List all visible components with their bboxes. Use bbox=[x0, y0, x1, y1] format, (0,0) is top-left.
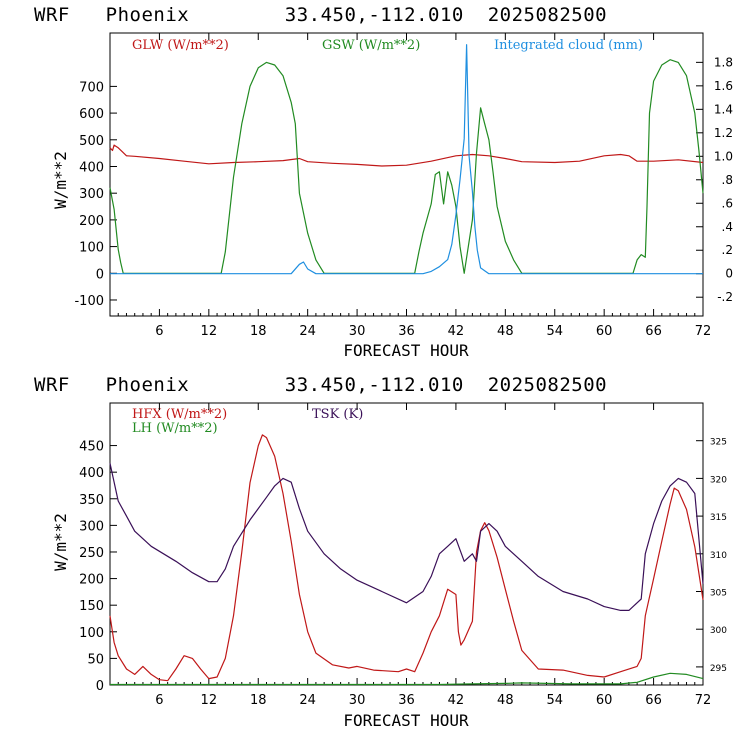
chart2-xtick-label: 36 bbox=[398, 693, 415, 708]
chart2-y2tick-label: 295 bbox=[710, 664, 727, 674]
chart2-ytick-label: 400 bbox=[79, 466, 104, 481]
model-name: WRF bbox=[34, 4, 70, 26]
chart1-y2tick-label: -.2 bbox=[717, 290, 733, 304]
chart1-y2tick-label: 1.8 bbox=[714, 55, 733, 69]
chart1-ytick-label: 400 bbox=[79, 160, 104, 175]
chart2-xtick-label: 24 bbox=[299, 693, 316, 708]
legend-cloud: Integrated cloud (mm) bbox=[494, 38, 643, 53]
chart2-xtick-label: 42 bbox=[448, 693, 465, 708]
chart1-y2tick-label: 1.2 bbox=[714, 126, 733, 140]
chart1-xtick-label: 66 bbox=[645, 324, 662, 339]
chart2-xtick-label: 48 bbox=[497, 693, 514, 708]
chart2-series-2-line bbox=[110, 672, 704, 686]
legend-glw: GLW (W/m**2) bbox=[132, 38, 229, 53]
chart1-xtick-label: 48 bbox=[497, 324, 514, 339]
station-name: Phoenix bbox=[105, 4, 190, 26]
legend-gsw: GSW (W/m**2) bbox=[322, 38, 420, 53]
chart1-ytick-label: 200 bbox=[79, 214, 104, 229]
chart1-y2tick-label: 1.0 bbox=[714, 149, 733, 163]
chart2-series-1-line bbox=[109, 434, 704, 682]
chart2-ytick-label: 100 bbox=[79, 626, 104, 641]
legend-tsk: TSK (K) bbox=[312, 407, 363, 422]
chart1-xtick-label: 24 bbox=[299, 324, 316, 339]
chart1-xtick-label: 6 bbox=[155, 324, 163, 339]
chart2-y2tick-label: 310 bbox=[710, 551, 727, 561]
chart1-y2tick-label: 1.6 bbox=[714, 79, 733, 93]
chart2-xtick-label: 6 bbox=[155, 693, 163, 708]
chart1-ytick-label: 600 bbox=[79, 107, 104, 122]
chart1-ytick-label: 0 bbox=[96, 267, 104, 282]
chart1-y2tick-label: 0 bbox=[725, 267, 733, 281]
chart1-xtick-label: 54 bbox=[546, 324, 563, 339]
chart2-y2tick-label: 320 bbox=[710, 475, 727, 485]
chart1-series-1-line bbox=[109, 144, 704, 167]
chart1-ytick-label: 700 bbox=[79, 80, 104, 95]
chart2-ytick-label: 350 bbox=[79, 493, 104, 508]
chart1-y2tick-label: .8 bbox=[722, 173, 733, 187]
chart1-y2tick-label: .6 bbox=[722, 196, 733, 210]
chart1-ytick-label: 300 bbox=[79, 187, 104, 202]
chart2-y2tick-label: 300 bbox=[710, 626, 727, 636]
chart1-xtick-label: 12 bbox=[201, 324, 218, 339]
chart1-ytick-label: -100 bbox=[74, 294, 104, 309]
legend-lh: LH (W/m**2) bbox=[132, 421, 218, 436]
chart1-xtick-label: 36 bbox=[398, 324, 415, 339]
chart1-xtick-label: 18 bbox=[250, 324, 267, 339]
chart2-ytick-label: 300 bbox=[79, 519, 104, 534]
chart2-ylabel: W/m**2 bbox=[51, 513, 70, 571]
chart1-y2tick-label: 1.4 bbox=[714, 102, 733, 116]
run-date: 2025082500 bbox=[487, 4, 608, 26]
station-name: Phoenix bbox=[105, 374, 190, 396]
chart2-xtick-label: 60 bbox=[596, 693, 613, 708]
chart2-xtick-label: 18 bbox=[250, 693, 267, 708]
chart2-xlabel: FORECAST HOUR bbox=[343, 711, 469, 730]
chart1-series-2-line bbox=[109, 59, 704, 274]
chart2-xtick-label: 54 bbox=[546, 693, 563, 708]
station-coords: 33.450,-112.010 bbox=[284, 4, 464, 26]
chart2-ytick-label: 150 bbox=[79, 599, 104, 614]
station-coords: 33.450,-112.010 bbox=[284, 374, 464, 396]
chart2-ytick-label: 450 bbox=[79, 440, 104, 455]
chart2-y2tick-label: 315 bbox=[710, 513, 727, 523]
chart2-ytick-label: 50 bbox=[87, 652, 104, 667]
chart2-xtick-label: 30 bbox=[349, 693, 366, 708]
chart2-series-3-line bbox=[109, 463, 704, 611]
chart2-ytick-label: 0 bbox=[96, 679, 104, 694]
chart2-header: WRF Phoenix 33.450,-112.010 2025082500 bbox=[34, 374, 607, 396]
chart2-y2tick-label: 325 bbox=[710, 438, 727, 448]
chart2-xtick-label: 12 bbox=[201, 693, 218, 708]
chart2-frame bbox=[109, 402, 704, 686]
chart1-ylabel: W/m**2 bbox=[51, 151, 70, 209]
chart1-xtick-label: 30 bbox=[349, 324, 366, 339]
chart2-ytick-label: 250 bbox=[79, 546, 104, 561]
chart1-xlabel: FORECAST HOUR bbox=[343, 341, 469, 360]
chart1-xtick-label: 42 bbox=[448, 324, 465, 339]
model-name: WRF bbox=[34, 374, 70, 396]
chart1-xtick-label: 60 bbox=[596, 324, 613, 339]
run-date: 2025082500 bbox=[487, 374, 608, 396]
legend-hfx: HFX (W/m**2) bbox=[132, 407, 227, 422]
chart1-y2tick-label: .4 bbox=[722, 220, 733, 234]
chart1-series-3-line bbox=[110, 44, 703, 275]
chart1-header: WRF Phoenix 33.450,-112.010 2025082500 bbox=[34, 4, 607, 26]
chart2-y2tick-label: 305 bbox=[710, 589, 727, 599]
chart2-xtick-label: 66 bbox=[645, 693, 662, 708]
chart2-ytick-label: 200 bbox=[79, 573, 104, 588]
chart1-ytick-label: 100 bbox=[79, 241, 104, 256]
chart2-xtick-label: 72 bbox=[695, 693, 712, 708]
chart1-y2tick-label: .2 bbox=[722, 243, 733, 257]
chart1-ytick-label: 500 bbox=[79, 134, 104, 149]
chart1-xtick-label: 72 bbox=[695, 324, 712, 339]
